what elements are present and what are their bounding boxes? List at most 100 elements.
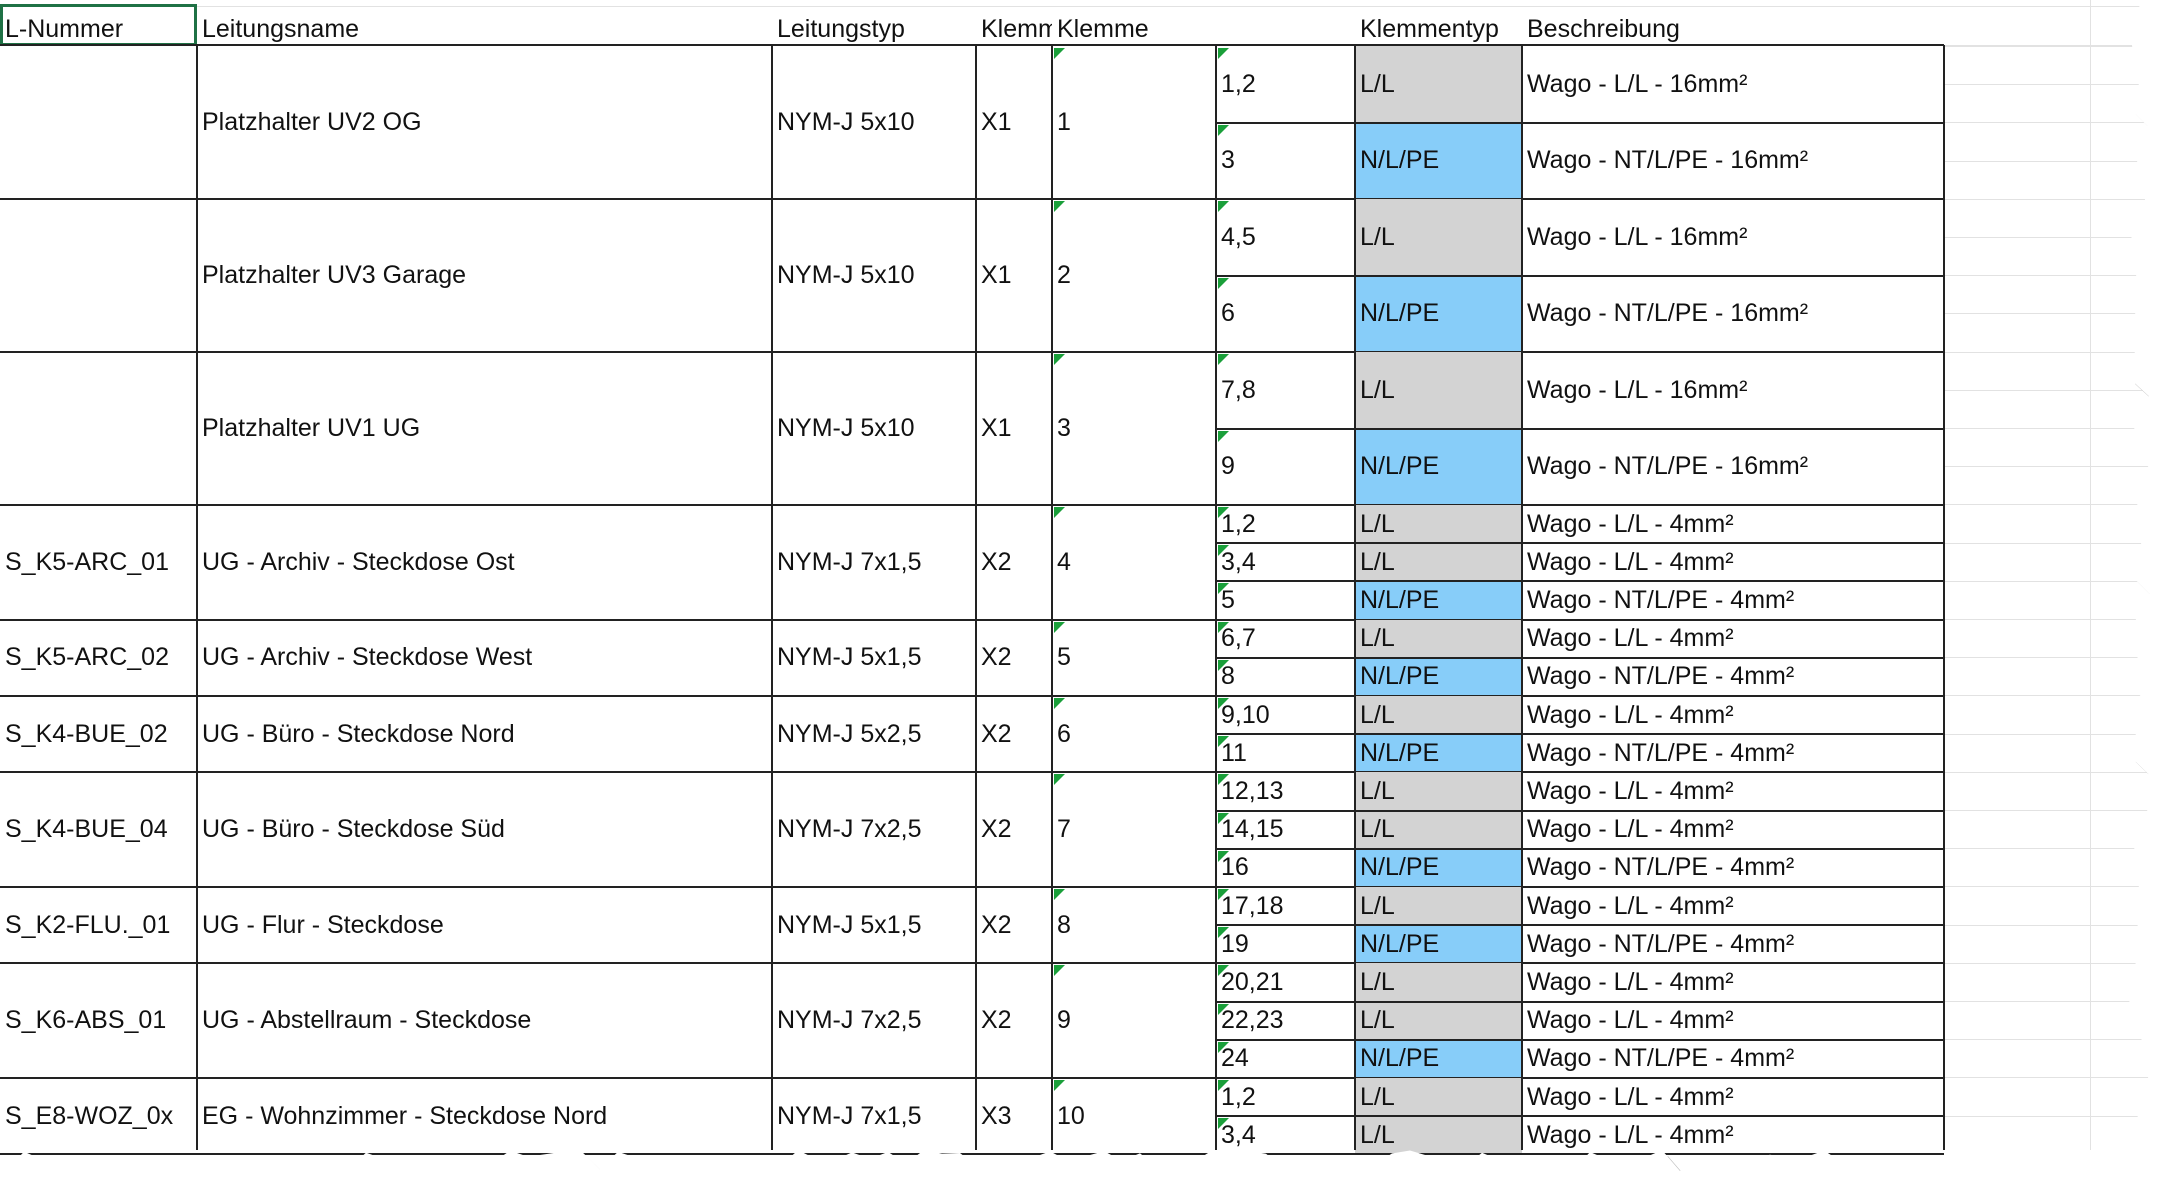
cell-beschreibung[interactable]: Wago - L/L - 16mm² — [1527, 222, 1748, 251]
cell-klemmentyp[interactable]: L/L — [1355, 1078, 1522, 1117]
cell-klemmleiste[interactable]: X1 — [981, 261, 1012, 289]
cell-leitungstyp[interactable]: NYM-J 5x10 — [777, 414, 915, 442]
cell-klemmleiste[interactable]: X1 — [981, 108, 1012, 136]
cell-beschreibung[interactable]: Wago - L/L - 16mm² — [1527, 69, 1748, 98]
cell-leitungstyp[interactable]: NYM-J 7x2,5 — [777, 815, 922, 844]
header-l-nummer[interactable]: L-Nummer — [5, 15, 124, 43]
cell-klemmentyp[interactable]: L/L — [1355, 772, 1522, 811]
cell-leitungsname[interactable]: Platzhalter UV2 OG — [202, 108, 422, 136]
cell-klemmentyp[interactable]: L/L — [1355, 1116, 1522, 1155]
cell-beschreibung[interactable]: Wago - L/L - 4mm² — [1527, 1006, 1734, 1035]
cell-leitungsname[interactable]: Platzhalter UV1 UG — [202, 414, 421, 442]
cell-beschreibung[interactable]: Wago - NT/L/PE - 4mm² — [1527, 929, 1795, 958]
cell-klemme[interactable]: 8 — [1057, 910, 1071, 939]
cell-klemmentyp[interactable]: N/L/PE — [1355, 1039, 1522, 1078]
cell-klemmentyp[interactable]: L/L — [1355, 696, 1522, 735]
cell-leitungstyp[interactable]: NYM-J 5x2,5 — [777, 719, 922, 748]
cell-klemmentyp[interactable]: N/L/PE — [1355, 581, 1522, 620]
cell-klemmentyp[interactable]: L/L — [1355, 543, 1522, 582]
cell-klemmen-nr[interactable]: 9,10 — [1221, 700, 1270, 729]
cell-beschreibung[interactable]: Wago - L/L - 4mm² — [1527, 967, 1734, 996]
cell-klemmentyp[interactable]: L/L — [1355, 810, 1522, 849]
cell-leitungstyp[interactable]: NYM-J 5x1,5 — [777, 910, 922, 939]
cell-klemmentyp[interactable]: N/L/PE — [1355, 122, 1522, 199]
cell-leitungsname[interactable]: UG - Büro - Steckdose Nord — [202, 719, 515, 748]
cell-klemme[interactable]: 4 — [1057, 547, 1071, 576]
cell-klemmentyp[interactable]: L/L — [1355, 505, 1522, 544]
cell-l-nummer[interactable]: S_K6-ABS_01 — [5, 1006, 167, 1035]
cell-klemmentyp[interactable]: N/L/PE — [1355, 734, 1522, 773]
cell-l-nummer[interactable]: S_K5-ARC_01 — [5, 547, 169, 576]
cell-beschreibung[interactable]: Wago - L/L - 16mm² — [1527, 375, 1748, 404]
cell-klemmentyp[interactable]: N/L/PE — [1355, 428, 1522, 505]
cell-klemmen-nr[interactable]: 7,8 — [1221, 375, 1256, 404]
cell-klemmleiste[interactable]: X2 — [981, 547, 1012, 576]
cell-klemmen-nr[interactable]: 6 — [1221, 299, 1235, 328]
cell-klemmleiste[interactable]: X1 — [981, 414, 1012, 442]
cell-klemmentyp[interactable]: L/L — [1355, 352, 1522, 429]
cell-klemmen-nr[interactable]: 1,2 — [1221, 69, 1256, 98]
cell-leitungsname[interactable]: Platzhalter UV3 Garage — [202, 261, 467, 289]
cell-leitungstyp[interactable]: NYM-J 5x10 — [777, 108, 915, 136]
cell-leitungstyp[interactable]: NYM-J 7x2,5 — [777, 1006, 922, 1035]
cell-klemmen-nr[interactable]: 14,15 — [1221, 815, 1284, 844]
cell-klemmentyp[interactable]: L/L — [1355, 963, 1522, 1002]
cell-klemmentyp[interactable]: N/L/PE — [1355, 275, 1522, 352]
cell-klemme[interactable]: 1 — [1057, 108, 1071, 136]
cell-beschreibung[interactable]: Wago - NT/L/PE - 16mm² — [1527, 146, 1809, 175]
cell-klemme[interactable]: 10 — [1057, 1101, 1085, 1130]
cell-beschreibung[interactable]: Wago - L/L - 4mm² — [1527, 776, 1734, 805]
cell-klemme[interactable]: 3 — [1057, 414, 1071, 442]
cell-klemme[interactable]: 6 — [1057, 719, 1071, 748]
header-leitungstyp[interactable]: Leitungstyp — [777, 15, 905, 43]
cell-beschreibung[interactable]: Wago - L/L - 4mm² — [1527, 1120, 1734, 1149]
cell-klemmen-nr[interactable]: 12,13 — [1221, 776, 1284, 805]
cell-leitungsname[interactable]: UG - Archiv - Steckdose West — [202, 643, 533, 672]
cell-l-nummer[interactable]: S_K5-ARC_02 — [5, 643, 169, 672]
cell-beschreibung[interactable]: Wago - L/L - 4mm² — [1527, 1082, 1734, 1111]
cell-beschreibung[interactable]: Wago - L/L - 4mm² — [1527, 547, 1734, 576]
cell-klemmen-nr[interactable]: 17,18 — [1221, 891, 1284, 920]
cell-klemmen-nr[interactable]: 3 — [1221, 146, 1235, 175]
cell-klemmentyp[interactable]: N/L/PE — [1355, 848, 1522, 887]
header-beschreibung[interactable]: Beschreibung — [1527, 15, 1680, 43]
cell-leitungsname[interactable]: UG - Flur - Steckdose — [202, 910, 444, 939]
cell-leitungstyp[interactable]: NYM-J 5x10 — [777, 261, 915, 289]
cell-klemmen-nr[interactable]: 22,23 — [1221, 1006, 1284, 1035]
cell-beschreibung[interactable]: Wago - NT/L/PE - 4mm² — [1527, 585, 1795, 614]
header-klemmleiste[interactable]: Klemm — [981, 15, 1052, 43]
cell-klemmentyp[interactable]: N/L/PE — [1355, 657, 1522, 696]
cell-leitungstyp[interactable]: NYM-J 5x1,5 — [777, 643, 922, 672]
cell-klemmentyp[interactable]: L/L — [1355, 46, 1522, 123]
header-leitungsname[interactable]: Leitungsname — [202, 15, 360, 43]
cell-klemme[interactable]: 2 — [1057, 261, 1071, 289]
header-klemmentyp[interactable]: Klemmentyp — [1360, 15, 1499, 43]
cell-klemmentyp[interactable]: L/L — [1355, 887, 1522, 926]
cell-l-nummer[interactable]: S_K4-BUE_02 — [5, 719, 168, 748]
cell-klemmleiste[interactable]: X2 — [981, 643, 1012, 672]
cell-leitungstyp[interactable]: NYM-J 7x1,5 — [777, 1101, 922, 1130]
cell-l-nummer[interactable]: S_K4-BUE_04 — [5, 815, 168, 844]
cell-klemmleiste[interactable]: X2 — [981, 719, 1012, 748]
cell-leitungsname[interactable]: UG - Büro - Steckdose Süd — [202, 815, 505, 844]
cell-klemmentyp[interactable]: L/L — [1355, 1001, 1522, 1040]
cell-beschreibung[interactable]: Wago - L/L - 4mm² — [1527, 700, 1734, 729]
cell-l-nummer[interactable]: S_K2-FLU._01 — [5, 910, 171, 939]
cell-klemme[interactable]: 9 — [1057, 1006, 1071, 1035]
cell-leitungstyp[interactable]: NYM-J 7x1,5 — [777, 547, 922, 576]
cell-klemmleiste[interactable]: X3 — [981, 1101, 1012, 1130]
cell-klemmleiste[interactable]: X2 — [981, 1006, 1012, 1035]
cell-leitungsname[interactable]: UG - Archiv - Steckdose Ost — [202, 547, 515, 576]
cell-beschreibung[interactable]: Wago - L/L - 4mm² — [1527, 815, 1734, 844]
cell-beschreibung[interactable]: Wago - NT/L/PE - 4mm² — [1527, 853, 1795, 882]
cell-beschreibung[interactable]: Wago - NT/L/PE - 16mm² — [1527, 452, 1809, 481]
cell-klemmen-nr[interactable]: 9 — [1221, 452, 1235, 481]
cell-beschreibung[interactable]: Wago - NT/L/PE - 4mm² — [1527, 1044, 1795, 1073]
cell-klemmentyp[interactable]: L/L — [1355, 619, 1522, 658]
cell-l-nummer[interactable]: S_E8-WOZ_0x — [5, 1101, 174, 1130]
cell-beschreibung[interactable]: Wago - NT/L/PE - 4mm² — [1527, 662, 1795, 691]
cell-beschreibung[interactable]: Wago - L/L - 4mm² — [1527, 891, 1734, 920]
header-klemme[interactable]: Klemme — [1057, 15, 1149, 43]
cell-klemmentyp[interactable]: L/L — [1355, 199, 1522, 276]
